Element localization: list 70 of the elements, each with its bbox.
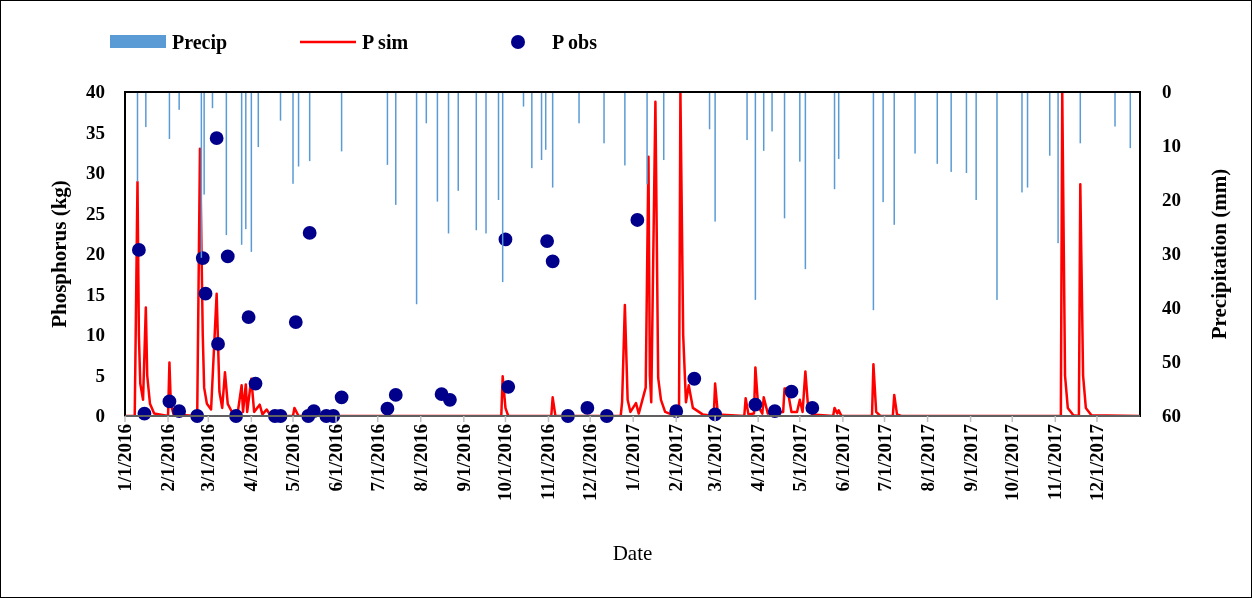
y-tick-label: 10	[86, 324, 105, 345]
legend-label: Precip	[172, 31, 228, 54]
point	[195, 251, 210, 265]
point	[501, 379, 516, 394]
point	[248, 376, 263, 391]
y2-tick-label: 30	[1162, 243, 1181, 264]
x-tick-label: 10/1/2017	[1001, 423, 1023, 502]
x-tick-label: 12/1/2016	[579, 424, 601, 502]
point	[220, 249, 235, 264]
point	[334, 390, 349, 405]
x-tick-label: 7/1/2017	[873, 423, 895, 492]
point	[131, 243, 146, 257]
y2-tick-label: 10	[1162, 135, 1181, 156]
x-tick-label: 4/1/2017	[747, 423, 769, 492]
y-tick-label: 15	[86, 283, 105, 305]
x-tick-label: 5/1/2016	[282, 424, 304, 492]
x-tick-label: 6/1/2017	[831, 423, 853, 492]
x-axis-title: Date	[612, 541, 653, 565]
point	[198, 286, 213, 301]
y-tick-label: 25	[86, 202, 105, 224]
x-tick-label: 2/1/2016	[157, 424, 179, 492]
point	[687, 371, 702, 386]
x-tick-label: 3/1/2017	[704, 423, 726, 492]
x-tick-label: 5/1/2017	[788, 423, 810, 492]
y-tick-label: 5	[95, 364, 105, 386]
point	[302, 226, 317, 240]
legend-label: P obs	[552, 31, 598, 53]
point	[580, 401, 595, 415]
point	[540, 234, 555, 248]
y-tick-label: 30	[86, 162, 105, 183]
x-tick-label: 3/1/2016	[197, 424, 219, 492]
point	[380, 401, 395, 416]
x-tick-label: 7/1/2016	[366, 424, 388, 492]
y2-tick-label: 60	[1162, 405, 1181, 426]
x-tick-label: 6/1/2016	[325, 424, 347, 492]
y-tick-label: 40	[86, 81, 105, 102]
y2-tick-label: 40	[1162, 297, 1181, 318]
y-tick-label: 0	[95, 405, 105, 426]
x-tick-label: 8/1/2016	[409, 424, 431, 492]
point	[545, 254, 560, 269]
x-tick-label: 2/1/2017	[665, 423, 687, 492]
x-tick-label: 11/1/2017	[1044, 423, 1066, 501]
point	[288, 315, 303, 329]
x-tick-label: 12/1/2017	[1085, 423, 1107, 502]
x-tick-label: 10/1/2016	[494, 424, 516, 502]
x-tick-label: 9/1/2017	[959, 423, 981, 492]
point	[748, 397, 763, 412]
y-axis-title: Phosphorus (kg)	[47, 180, 71, 328]
x-tick-label: 11/1/2016	[537, 424, 559, 501]
point	[388, 388, 403, 402]
y-tick-label: 20	[86, 243, 105, 264]
y2-tick-label: 20	[1162, 189, 1181, 210]
point	[630, 213, 645, 227]
point	[162, 394, 177, 409]
y2-tick-label: 50	[1162, 351, 1181, 372]
point	[209, 131, 224, 146]
point	[784, 384, 799, 399]
x-tick-label: 1/1/2017	[622, 423, 644, 492]
point	[241, 310, 256, 325]
x-tick-label: 4/1/2016	[240, 424, 262, 492]
point	[443, 392, 457, 407]
x-tick-label: 9/1/2016	[452, 424, 474, 492]
legend-label: P sim	[362, 31, 409, 53]
x-tick-label: 1/1/2016	[114, 424, 135, 492]
point	[211, 337, 225, 351]
x-tick-label: 8/1/2017	[916, 423, 938, 492]
y-tick-label: 35	[86, 121, 105, 143]
y2-axis-title: Precipitation (mm)	[1207, 168, 1231, 340]
point	[805, 401, 820, 415]
y2-tick-label: 0	[1162, 81, 1172, 102]
